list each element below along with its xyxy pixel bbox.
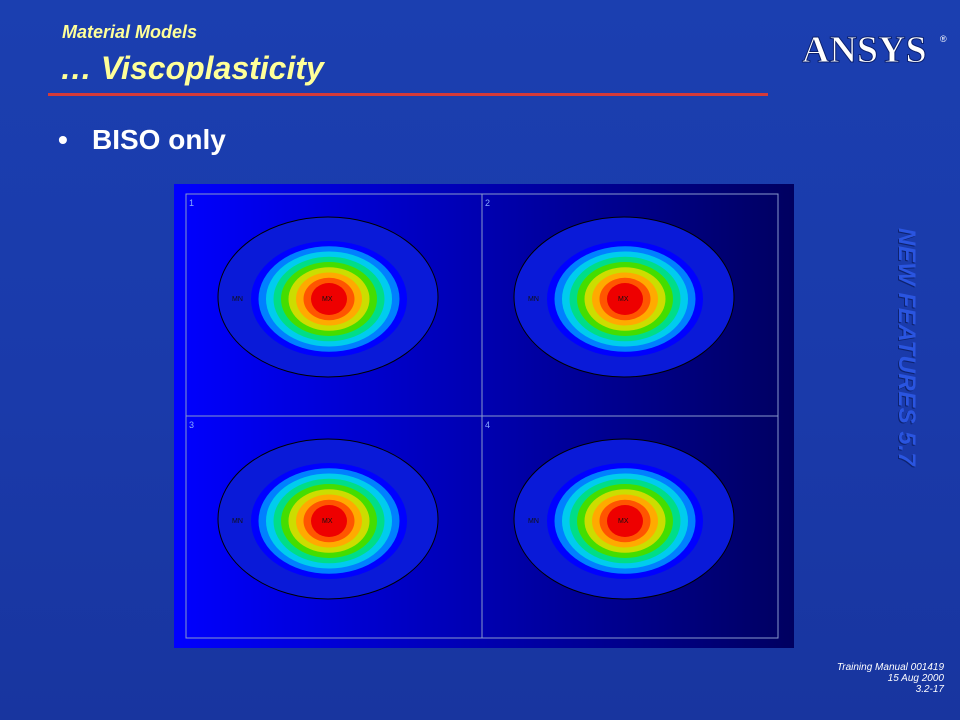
- plot-panel-4: 4 MN MX: [481, 415, 779, 639]
- plot-panel-2: 2 MN MX: [481, 193, 779, 417]
- ansys-logo: ANSYS ®: [800, 24, 950, 74]
- panel-number: 1: [189, 198, 194, 208]
- min-marker-label: MN: [232, 518, 243, 525]
- footer-manual: Training Manual 001419: [836, 662, 944, 673]
- footer-date: 15 Aug 2000: [887, 673, 944, 684]
- contour-plot-svg: 1 MN MX 2 MN MX 3 MN MX 4 MN MX: [174, 184, 794, 648]
- title-underline: [48, 93, 768, 96]
- min-marker-label: MN: [528, 518, 539, 525]
- contour-band-9: [311, 283, 347, 315]
- panel-border: [481, 415, 779, 639]
- max-marker-label: MX: [618, 518, 629, 525]
- bullet-text: BISO only: [92, 124, 226, 155]
- new-features-banner: NEW FEATURES 5.7: [893, 228, 920, 467]
- footer-info: Training Manual 001419 15 Aug 2000 3.2-1…: [837, 662, 944, 695]
- plot-panel-3: 3 MN MX: [185, 415, 483, 639]
- max-marker-label: MX: [322, 518, 333, 525]
- slide-title: … Viscoplasticity: [60, 50, 324, 86]
- logo-text: ANSYS: [802, 29, 927, 71]
- panel-number: 3: [189, 420, 194, 430]
- min-marker-label: MN: [232, 296, 243, 303]
- panel-number: 4: [485, 420, 490, 430]
- footer-page-number: 3.2-17: [915, 684, 944, 695]
- bullet-item: • BISO only: [58, 124, 226, 156]
- panel-number: 2: [485, 198, 490, 208]
- contour-band-9: [311, 505, 347, 537]
- logo-registered-mark: ®: [940, 34, 947, 44]
- contour-band-9: [607, 505, 643, 537]
- max-marker-label: MX: [618, 296, 629, 303]
- contour-plot-image: 1 MN MX 2 MN MX 3 MN MX 4 MN MX: [174, 184, 794, 648]
- bullet-symbol: •: [58, 124, 68, 155]
- contour-band-9: [607, 283, 643, 315]
- section-subtitle: Material Models: [62, 22, 198, 42]
- max-marker-label: MX: [322, 296, 333, 303]
- min-marker-label: MN: [528, 296, 539, 303]
- plot-panel-1: 1 MN MX: [185, 193, 483, 417]
